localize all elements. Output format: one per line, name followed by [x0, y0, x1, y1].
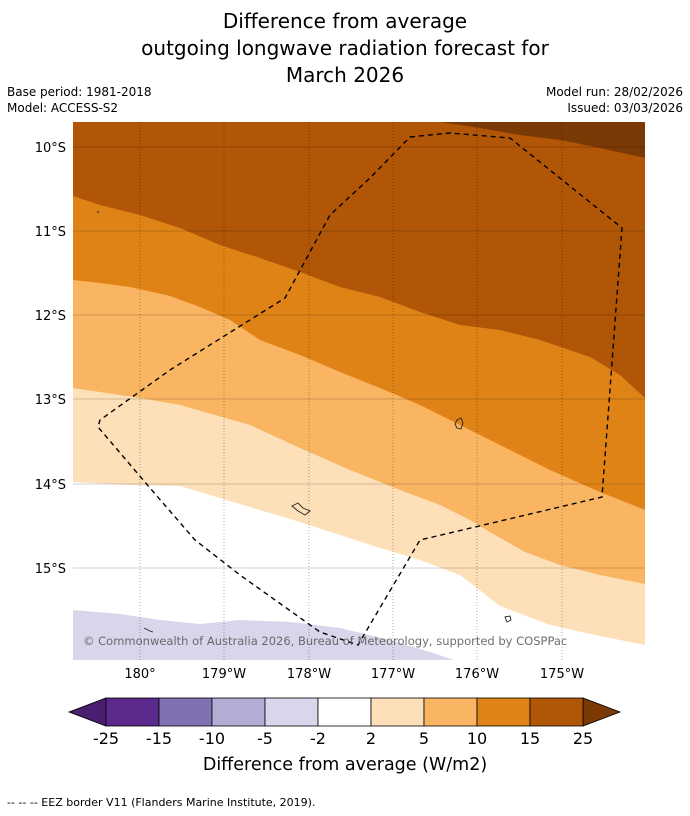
lon-label-179w: 179°W: [202, 667, 246, 682]
title-line-1: Difference from average: [222, 9, 468, 33]
colorbar-segment: [317, 697, 372, 727]
meta-left: Base period: 1981-2018 Model: ACCESS-S2: [7, 84, 152, 116]
eez-border: [97, 132, 623, 646]
longitude-labels: 180° 179°W 178°W 177°W 176°W 175°W: [124, 667, 584, 682]
title-line-3: March 2026: [285, 63, 405, 87]
colorbar-extend-low: [67, 697, 107, 727]
lat-label-13s: 13°S: [35, 393, 66, 408]
chart-title: Difference from average outgoing longwav…: [0, 8, 690, 89]
colorbar-tick-label: -5: [257, 729, 273, 748]
model-name: Model: ACCESS-S2: [7, 101, 119, 115]
latitude-gridlines: [73, 146, 645, 569]
latitude-labels: 10°S 11°S 12°S 13°S 14°S 15°S: [35, 141, 66, 577]
lon-label-178w: 178°W: [287, 667, 331, 682]
lon-label-177w: 177°W: [371, 667, 415, 682]
lat-label-10s: 10°S: [35, 141, 66, 156]
band-gt-25: [440, 122, 645, 158]
colorbar-tick-label: -2: [310, 729, 326, 748]
model-run: Model run: 28/02/2026: [545, 85, 683, 99]
colorbar-tick-label: -25: [93, 729, 119, 748]
colorbar-extend-high: [582, 697, 622, 727]
colorbar-segment: [264, 697, 319, 727]
lon-label-176w: 176°W: [455, 667, 499, 682]
colorbar-segment: [370, 697, 425, 727]
copyright-text: © Commonwealth of Australia 2026, Bureau…: [83, 634, 567, 648]
colorbar-tick-label: -10: [199, 729, 225, 748]
lon-label-175w: 175°W: [540, 667, 584, 682]
colorbar-segment: [211, 697, 266, 727]
colorbar-segment: [105, 697, 160, 727]
island-sw: [143, 627, 154, 633]
meta-right: Model run: 28/02/2026 Issued: 03/03/2026: [546, 84, 683, 116]
island-wallis: [454, 417, 464, 430]
footer-note: -- -- -- EEZ border V11 (Flanders Marine…: [7, 796, 316, 809]
colorbar-tick-label: -15: [146, 729, 172, 748]
colorbar-segment: [476, 697, 531, 727]
band-neg-light: [73, 610, 454, 660]
colorbar-tick-label: 10: [467, 729, 487, 748]
colorbar-title: Difference from average (W/m2): [203, 755, 487, 775]
colorbar-tick-label: 2: [366, 729, 376, 748]
issued-date: Issued: 03/03/2026: [567, 101, 683, 115]
colorbar-tick-label: 5: [419, 729, 429, 748]
lat-label-14s: 14°S: [35, 478, 66, 493]
base-period: Base period: 1981-2018: [7, 85, 152, 99]
lat-label-12s: 12°S: [35, 309, 66, 324]
colorbar: [67, 697, 622, 727]
map-figure: © Commonwealth of Australia 2026, Bureau…: [35, 122, 645, 775]
colorbar-segment: [529, 697, 584, 727]
title-line-2: outgoing longwave radiation forecast for: [141, 36, 549, 60]
colorbar-tick-label: 25: [573, 729, 593, 748]
colorbar-segment: [158, 697, 213, 727]
colorbar-segment: [423, 697, 478, 727]
island-niuafoou: [504, 615, 512, 623]
lat-label-11s: 11°S: [35, 225, 66, 240]
colorbar-tick-label: 15: [520, 729, 540, 748]
islet-nw: [97, 211, 99, 213]
band-15-25: [73, 122, 645, 398]
island-outlines: [97, 211, 512, 633]
colorbar-tick-labels: -25 -15 -10 -5 -2 2 5 10 15 25: [93, 729, 593, 748]
anomaly-field: [73, 122, 645, 660]
lat-label-15s: 15°S: [35, 562, 66, 577]
lon-label-180: 180°: [124, 667, 155, 682]
island-futuna: [291, 502, 311, 516]
